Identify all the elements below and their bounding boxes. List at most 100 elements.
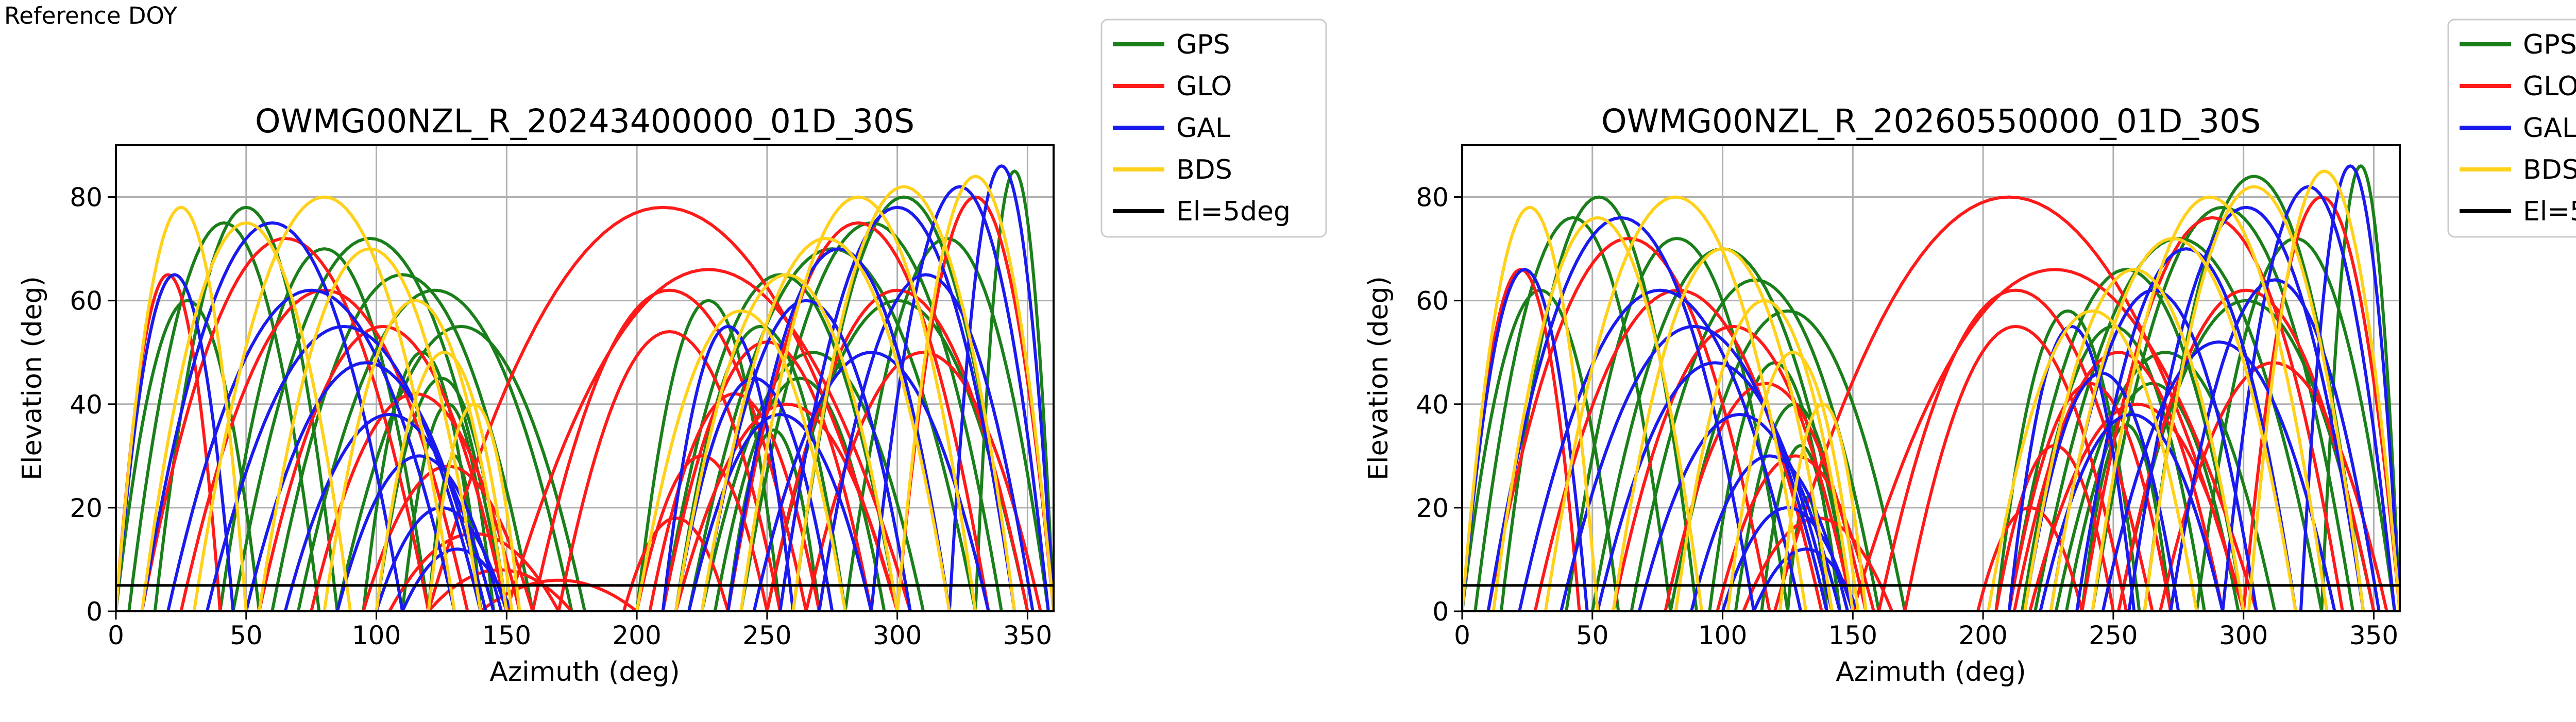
series-gal-arc (700, 299, 912, 611)
legend-label: BDS (1176, 154, 1232, 185)
plot-area (1462, 164, 2400, 611)
series-gal-arc (283, 412, 496, 611)
legend-label: GPS (2523, 29, 2576, 60)
x-tick-label: 250 (742, 621, 791, 650)
legend-label: GAL (1176, 113, 1230, 144)
series-glo-arc (1903, 324, 2128, 611)
plot-area (116, 164, 1054, 611)
series-gal-arc (778, 205, 1016, 611)
series-glo-arc (674, 402, 899, 611)
x-tick-label: 200 (612, 621, 661, 650)
series-gal-arc (2075, 247, 2297, 611)
series-gps-arc (1565, 237, 1789, 611)
legend: GPS GLO GAL BDS El=5deg (2447, 19, 2576, 238)
series-gal-arc (1752, 547, 1860, 611)
series-glo-arc (479, 578, 639, 611)
series-gal-arc (1637, 412, 1842, 611)
series-bds-arc (258, 247, 482, 611)
y-tick-label: 0 (86, 597, 103, 627)
x-tick-label: 150 (482, 621, 531, 650)
y-tick-label: 80 (1416, 183, 1449, 213)
legend-box (1100, 19, 1327, 238)
series-gal-arc (1689, 454, 1850, 611)
legend-box (2447, 19, 2576, 238)
series-bds-arc (140, 221, 352, 611)
plot-frame (115, 144, 1055, 612)
series-bds-arc (1726, 351, 1860, 611)
series-gps-arc (231, 237, 509, 611)
legend-label: GAL (2523, 113, 2576, 144)
legend-label: GPS (1176, 29, 1230, 60)
y-tick-label: 20 (1416, 493, 1449, 523)
reference-doy-label: Reference DOY (4, 2, 178, 29)
x-tick-label: 350 (1003, 621, 1052, 650)
legend-label: BDS (2523, 154, 2576, 185)
series-gal-arc (140, 221, 404, 611)
y-tick-label: 40 (1416, 390, 1449, 420)
x-tick-label: 50 (1576, 621, 1609, 650)
series-bds-arc (375, 351, 514, 611)
y-tick-label: 0 (1432, 597, 1449, 627)
series-gal-arc (726, 247, 951, 611)
series-gal-arc (401, 547, 514, 611)
y-axis-label: Elevation (deg) (17, 276, 48, 480)
x-axis-label: Azimuth (deg) (1836, 657, 2026, 687)
series-gal-arc (2299, 164, 2400, 611)
chart-title: OWMG00NZL_R_20260550000_01D_30S (1601, 102, 2261, 140)
series-gal-arc (1462, 268, 1589, 611)
series-gps-arc (1669, 309, 1907, 611)
series-bds-arc (192, 195, 456, 611)
chart-panel-2: 0 50 100 150 200 250 300 350 0 20 40 60 80 OWMG00NZL_… (1363, 19, 2576, 687)
series-glo-arc (726, 221, 990, 611)
x-tick-label: 300 (2219, 621, 2268, 650)
series-bds-arc (1544, 195, 1808, 611)
series-gal-arc (335, 454, 503, 611)
series-glo-arc (1851, 268, 2258, 611)
series-gps-arc (116, 299, 261, 611)
x-tick-label: 200 (1958, 621, 2007, 650)
series-bds-arc (1987, 309, 2198, 611)
legend-label: El=5deg (1176, 196, 1291, 227)
x-tick-label: 0 (1454, 621, 1470, 650)
plot-frame (1461, 144, 2401, 612)
series-gps-arc (335, 324, 586, 611)
series-gps-arc (1473, 216, 1672, 611)
x-tick-label: 50 (230, 621, 263, 650)
series-bds-arc (1778, 402, 1868, 611)
series-bds-arc (2091, 195, 2329, 611)
y-tick-label: 80 (70, 183, 103, 213)
series-gps-arc (1994, 309, 2141, 611)
series-bds-arc (427, 402, 521, 611)
series-bds-arc (1612, 247, 1834, 611)
series-bds-arc (323, 299, 509, 611)
series-gal-arc (687, 412, 873, 611)
x-axis-label: Azimuth (deg) (489, 657, 680, 687)
series-glo-arc (1486, 237, 1771, 611)
series-gal-arc (2007, 324, 2136, 611)
series-gps-arc (843, 237, 1050, 611)
legend: GPS GLO GAL BDS El=5deg (1100, 19, 1327, 238)
series-glo-arc (2007, 382, 2173, 611)
series-gal-arc (661, 324, 795, 611)
y-tick-label: 40 (70, 390, 103, 420)
series-gal-arc (116, 273, 235, 611)
x-tick-label: 150 (1828, 621, 1877, 650)
series-bds-arc (2143, 185, 2365, 611)
series-bds-arc (1674, 299, 1855, 611)
series-gps-arc (2064, 382, 2240, 611)
series-gps-arc (2007, 268, 2245, 611)
series-bds-arc (895, 175, 1054, 611)
x-tick-label: 250 (2089, 621, 2138, 650)
chart-panel-1: 0 50 100 150 200 250 300 350 0 20 40 60 80 OWMG00NZL_… (17, 19, 1327, 687)
series-bds-arc (2023, 268, 2245, 611)
series-gal-arc (1486, 216, 1756, 611)
x-tick-label: 300 (873, 621, 922, 650)
series-gps-arc (296, 288, 573, 611)
y-tick-label: 60 (70, 286, 103, 316)
series-glo-arc (258, 324, 509, 611)
series-glo-arc (140, 237, 430, 611)
series-bds-arc (700, 237, 951, 611)
y-tick-label: 60 (1416, 286, 1449, 316)
